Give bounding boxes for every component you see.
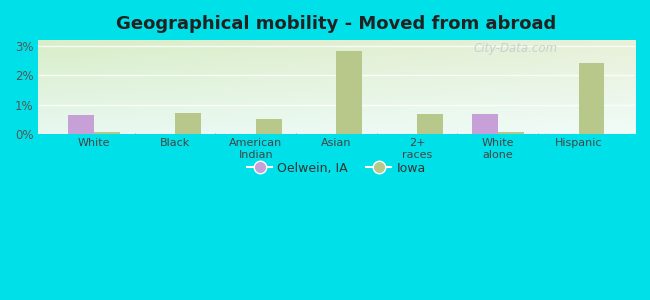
Bar bbox=[68, 115, 94, 134]
Text: City-Data.com: City-Data.com bbox=[474, 42, 558, 55]
Title: Geographical mobility - Moved from abroad: Geographical mobility - Moved from abroa… bbox=[116, 15, 556, 33]
Bar bbox=[255, 119, 281, 134]
Legend: Oelwein, IA, Iowa: Oelwein, IA, Iowa bbox=[242, 157, 431, 180]
Bar bbox=[337, 51, 362, 134]
Bar bbox=[472, 114, 498, 134]
Bar bbox=[578, 63, 604, 134]
Bar bbox=[498, 132, 524, 134]
Bar bbox=[417, 114, 443, 134]
Bar bbox=[175, 113, 201, 134]
Bar bbox=[94, 132, 120, 134]
